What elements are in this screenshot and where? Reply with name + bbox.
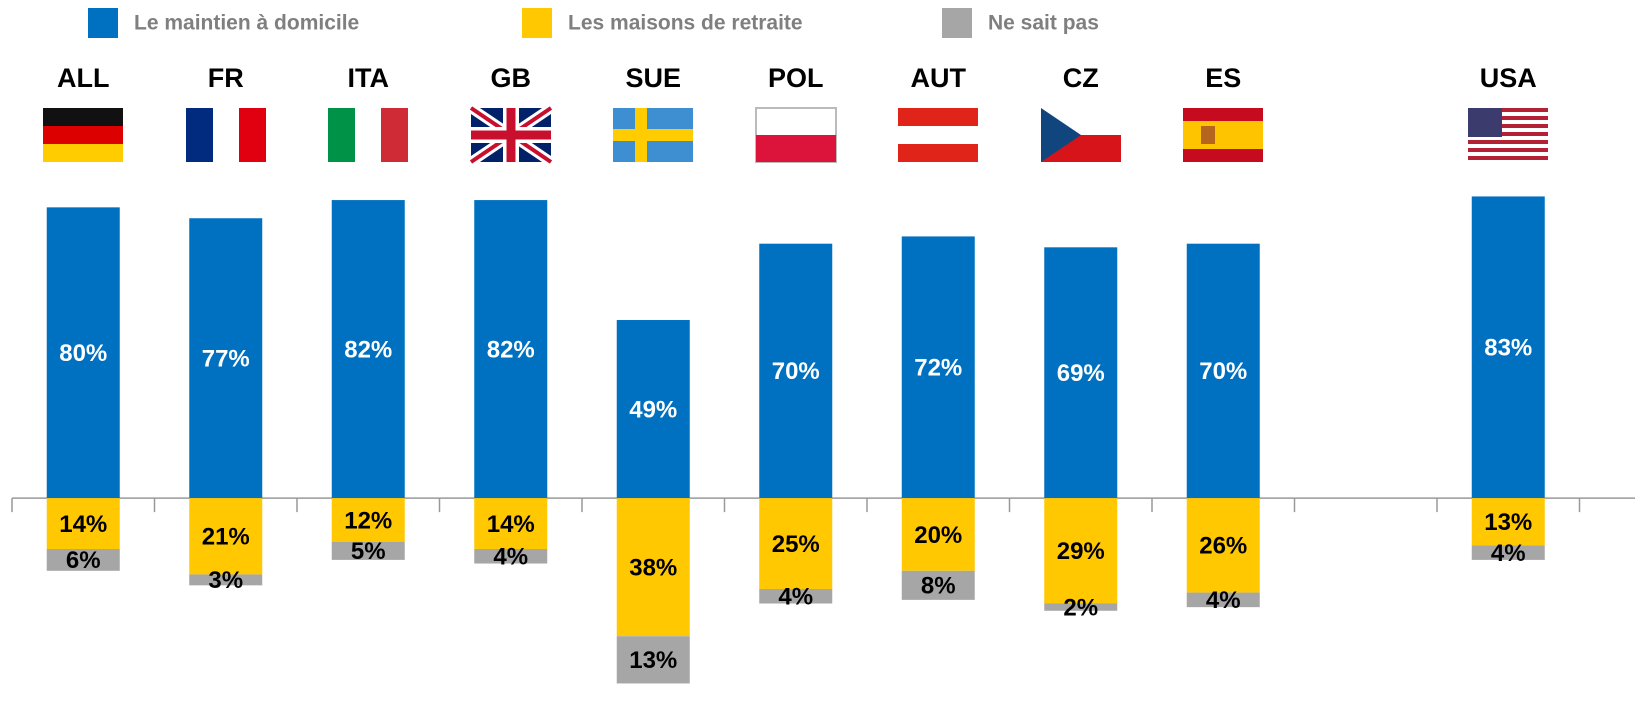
- flag-poland: [755, 107, 837, 163]
- value-label: 82%: [344, 336, 392, 363]
- value-label: 4%: [778, 584, 813, 611]
- value-label: 26%: [1199, 533, 1247, 560]
- bar-segment: [46, 498, 120, 549]
- value-label: 77%: [202, 346, 250, 373]
- bar-segment: [189, 498, 263, 575]
- flag-austria: [898, 108, 978, 162]
- value-label: 4%: [1206, 587, 1241, 614]
- value-label: 5%: [351, 538, 386, 565]
- bar-segment: [331, 200, 405, 499]
- bar-segment: [189, 218, 263, 499]
- value-label: 82%: [487, 336, 535, 363]
- bar-segment: [616, 320, 690, 499]
- bar-segment: [759, 588, 833, 604]
- bar-segment: [1186, 243, 1260, 499]
- value-label: 2%: [1063, 594, 1098, 621]
- bar-segment: [331, 498, 405, 542]
- bar-segment: [189, 574, 263, 586]
- value-label: 25%: [772, 531, 820, 558]
- value-label: 29%: [1057, 538, 1105, 565]
- value-label: 70%: [1199, 358, 1247, 385]
- value-label: 4%: [1491, 540, 1526, 567]
- legend-swatch: [88, 8, 118, 38]
- category-label: FR: [208, 63, 244, 93]
- legend-swatch: [942, 8, 972, 38]
- category-label: CZ: [1063, 63, 1099, 93]
- value-label: 4%: [493, 544, 528, 571]
- flag-sweden: [613, 108, 693, 162]
- flag-france: [186, 108, 266, 162]
- flag-germany: [43, 108, 123, 162]
- value-label: 14%: [59, 511, 107, 538]
- bar-segment: [1471, 498, 1545, 546]
- value-label: 83%: [1484, 335, 1532, 362]
- value-label: 72%: [914, 355, 962, 382]
- bar-segment: [616, 498, 690, 637]
- value-label: 6%: [66, 547, 101, 574]
- category-label: USA: [1480, 63, 1537, 93]
- value-label: 12%: [344, 507, 392, 534]
- category-label: ALL: [57, 63, 109, 93]
- value-label: 13%: [1484, 509, 1532, 536]
- category-label: GB: [491, 63, 532, 93]
- bar-segment: [331, 541, 405, 560]
- legend-label: Ne sait pas: [988, 12, 1099, 35]
- bar-segment: [1186, 498, 1260, 593]
- flag-usa: [1468, 108, 1548, 162]
- bar-segment: [759, 498, 833, 589]
- bar-segment: [901, 236, 975, 499]
- bar-segment: [46, 548, 120, 571]
- category-label: POL: [768, 63, 824, 93]
- legend-swatch: [522, 8, 552, 38]
- category-label: ES: [1205, 63, 1241, 93]
- bar-segment: [616, 636, 690, 684]
- value-label: 80%: [59, 340, 107, 367]
- flag-czech: [1041, 108, 1121, 162]
- category-label: SUE: [625, 63, 681, 93]
- bar-segment: [1044, 498, 1118, 604]
- bar-segment: [901, 498, 975, 571]
- value-label: 38%: [629, 555, 677, 582]
- legend-label: Les maisons de retraite: [568, 12, 803, 35]
- value-label: 20%: [914, 522, 962, 549]
- flags: [43, 103, 1548, 167]
- value-label: 3%: [208, 567, 243, 594]
- legend-label: Le maintien à domicile: [134, 12, 359, 35]
- bar-segment: [474, 498, 548, 549]
- flag-italy: [328, 108, 408, 162]
- value-label: 14%: [487, 511, 535, 538]
- bar-segment: [474, 200, 548, 499]
- flag-uk: [468, 103, 554, 167]
- bar-segment: [46, 207, 120, 499]
- value-label: 69%: [1057, 360, 1105, 387]
- flag-spain: [1183, 108, 1263, 162]
- bar-segment: [1044, 603, 1118, 611]
- bar-segment: [759, 243, 833, 499]
- value-label: 13%: [629, 647, 677, 674]
- value-label: 70%: [772, 358, 820, 385]
- bar-segment: [1471, 196, 1545, 499]
- bar-segment: [1186, 592, 1260, 608]
- bar-segment: [474, 548, 548, 564]
- value-label: 21%: [202, 524, 250, 551]
- category-label: ITA: [348, 63, 390, 93]
- value-label: 8%: [921, 573, 956, 600]
- bar-segment: [1044, 247, 1118, 499]
- category-label: AUT: [911, 63, 967, 93]
- bar-segment: [901, 570, 975, 600]
- value-label: 49%: [629, 396, 677, 423]
- bar-segment: [1471, 545, 1545, 560]
